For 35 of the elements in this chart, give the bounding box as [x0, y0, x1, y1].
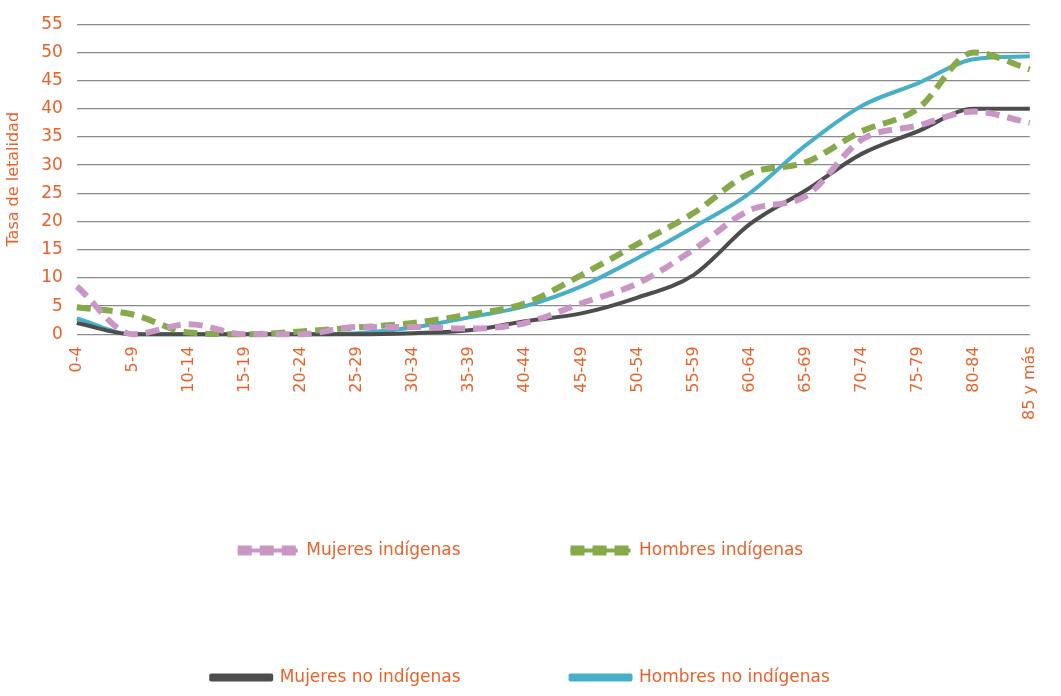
x-tick-label: 70-74 [850, 346, 870, 393]
x-tick-label: 55-59 [682, 346, 702, 393]
x-tick-label: 0-4 [65, 346, 85, 373]
y-tick-label: 55 [41, 12, 63, 33]
x-tick-label: 15-19 [234, 346, 254, 393]
y-tick-label: 35 [41, 125, 63, 146]
x-tick-label: 5-9 [122, 346, 142, 373]
x-tick-label: 30-34 [402, 346, 422, 393]
x-tick-label: 40-44 [514, 346, 534, 393]
x-tick-label: 25-29 [346, 346, 366, 393]
legend-label: Mujeres indígenas [306, 538, 461, 559]
x-tick-label: 10-14 [178, 346, 198, 393]
y-tick-label: 30 [41, 153, 63, 174]
y-tick-label: 25 [41, 181, 63, 202]
y-tick-label: 5 [52, 294, 63, 315]
y-axis-title: Tasa de letalidad [2, 111, 22, 248]
x-tick-label: 20-24 [290, 346, 310, 393]
x-tick-label: 65-69 [794, 346, 814, 393]
y-tick-label: 50 [41, 40, 63, 61]
x-tick-label: 50-54 [626, 346, 646, 393]
legend-label: Hombres indígenas [639, 538, 804, 559]
x-tick-label: 85 y más [1018, 346, 1038, 421]
y-tick-label: 15 [41, 238, 63, 259]
y-tick-label: 20 [41, 209, 63, 230]
x-tick-label: 35-39 [458, 346, 478, 393]
y-tick-label: 40 [41, 97, 63, 118]
y-tick-label: 10 [41, 266, 63, 287]
x-tick-label: 80-84 [962, 346, 982, 393]
legend-label: Mujeres no indígenas [279, 665, 461, 686]
legend-label: Hombres no indígenas [639, 665, 830, 686]
x-tick-label: 60-64 [738, 346, 758, 393]
x-tick-label: 45-49 [570, 346, 590, 393]
y-tick-label: 45 [41, 69, 63, 89]
x-tick-label: 75-79 [906, 346, 926, 393]
y-tick-label: 0 [52, 322, 63, 343]
